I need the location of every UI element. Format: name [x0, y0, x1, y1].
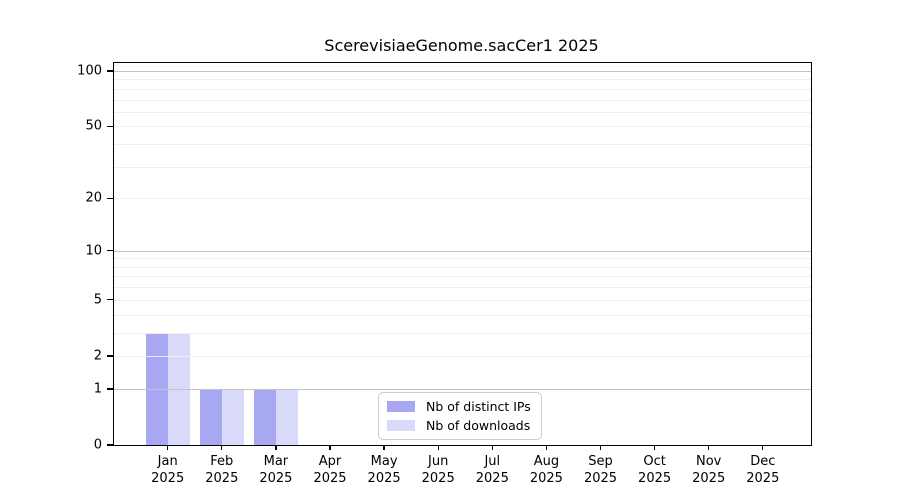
- legend-item-distinct-ips: Nb of distinct IPs: [387, 399, 531, 414]
- x-tick-label: Feb 2025: [187, 454, 257, 487]
- x-tick-label: Mar 2025: [241, 454, 311, 487]
- x-tick-year: 2025: [746, 470, 780, 486]
- y-tick: [106, 70, 113, 72]
- gridline-minor: [114, 287, 811, 289]
- y-tick-label: 5: [93, 292, 102, 308]
- x-tick-year: 2025: [313, 470, 347, 486]
- legend-swatch-downloads-icon: [387, 420, 415, 431]
- y-tick-label: 2: [93, 348, 102, 364]
- y-tick: [106, 388, 113, 390]
- y-tick-label: 20: [85, 190, 102, 206]
- gridline-minor: [114, 144, 811, 146]
- x-tick-label: Apr 2025: [295, 454, 365, 487]
- bar-downloads-feb: [221, 388, 244, 445]
- x-tick-year: 2025: [692, 470, 726, 486]
- x-tick: [329, 445, 331, 450]
- x-tick-label: Jan 2025: [133, 454, 203, 487]
- y-tick: [106, 125, 113, 128]
- gridline-minor: [114, 166, 811, 168]
- gridline-minor: [114, 111, 811, 113]
- bar-downloads-jan: [167, 332, 190, 445]
- x-tick-label: Oct 2025: [620, 454, 690, 487]
- gridline-minor: [114, 355, 811, 357]
- x-tick-month: Aug: [533, 454, 560, 469]
- gridline-minor: [114, 258, 811, 260]
- x-tick-year: 2025: [205, 470, 239, 486]
- legend: Nb of distinct IPs Nb of downloads: [378, 392, 542, 440]
- x-tick: [167, 445, 169, 450]
- x-tick-month: Mar: [263, 454, 289, 469]
- y-tick: [106, 197, 113, 199]
- chart-title: ScerevisiaeGenome.sacCer1 2025: [324, 36, 599, 55]
- x-tick-label: Jun 2025: [403, 454, 473, 487]
- gridline-minor: [114, 88, 811, 90]
- gridline-minor: [114, 126, 811, 128]
- x-tick-month: Feb: [210, 454, 234, 469]
- x-tick-month: Jun: [428, 454, 449, 469]
- legend-item-downloads: Nb of downloads: [387, 418, 531, 433]
- legend-label-distinct-ips: Nb of distinct IPs: [426, 399, 531, 414]
- x-tick-month: Jan: [157, 454, 178, 469]
- gridline-minor: [114, 266, 811, 268]
- x-tick-label: Jul 2025: [457, 454, 527, 487]
- x-tick: [221, 445, 223, 450]
- x-tick-month: May: [370, 454, 398, 469]
- x-tick-label: Dec 2025: [728, 454, 798, 487]
- plot-area: Dec 2025 Nov 2025 Oct 2025 Sep 2025 Aug 2025 Jul 20…: [77, 62, 812, 486]
- x-tick-label: Sep 2025: [566, 454, 636, 487]
- y-tick-label: 50: [85, 118, 102, 134]
- x-tick-month: Apr: [318, 454, 342, 469]
- gridline-major: [114, 71, 811, 72]
- x-tick: [275, 445, 277, 450]
- x-tick-year: 2025: [421, 470, 455, 486]
- y-tick: [106, 249, 113, 252]
- gridline-minor: [114, 99, 811, 101]
- legend-swatch-distinct-ips-icon: [387, 401, 415, 412]
- y-tick: [106, 355, 113, 357]
- x-tick-month: Nov: [696, 454, 722, 469]
- x-tick-month: Sep: [588, 454, 613, 469]
- x-tick-month: Jul: [484, 454, 501, 469]
- gridline-minor: [114, 276, 811, 278]
- gridline-minor: [114, 332, 811, 334]
- x-tick: [762, 445, 764, 450]
- x-tick: [545, 445, 548, 450]
- x-tick: [599, 445, 602, 450]
- gridline-minor: [114, 314, 811, 316]
- bar-downloads-mar: [275, 388, 298, 445]
- y-tick: [106, 299, 113, 301]
- gridline-minor: [114, 198, 811, 200]
- gridline-minor: [114, 299, 811, 301]
- x-tick-label: Aug 2025: [511, 454, 581, 487]
- x-tick-year: 2025: [367, 470, 401, 486]
- x-tick: [708, 445, 710, 450]
- x-tick: [383, 445, 385, 450]
- x-tick-month: Dec: [750, 454, 776, 469]
- x-tick: [653, 445, 656, 450]
- gridline-major: [114, 388, 811, 390]
- x-tick-year: 2025: [475, 470, 509, 486]
- x-tick-month: Oct: [643, 454, 666, 469]
- y-tick-label: 0: [93, 437, 102, 453]
- x-tick-label: Nov 2025: [674, 454, 744, 487]
- y-tick: [106, 444, 113, 446]
- x-tick: [491, 445, 493, 450]
- bar-distinct-ips-feb: [199, 388, 222, 445]
- x-tick-year: 2025: [151, 470, 185, 486]
- legend-label-downloads: Nb of downloads: [426, 418, 531, 433]
- bar-distinct-ips-jan: [145, 332, 168, 445]
- y-tick-label: 10: [85, 243, 102, 259]
- x-tick-year: 2025: [638, 470, 672, 486]
- x-tick-year: 2025: [259, 470, 293, 486]
- y-tick-label: 1: [93, 381, 102, 397]
- x-tick-year: 2025: [583, 470, 618, 486]
- x-tick: [437, 445, 439, 450]
- gridline-major: [114, 250, 811, 252]
- y-tick-label: 100: [77, 63, 102, 79]
- bar-distinct-ips-mar: [253, 388, 276, 445]
- x-tick-label: May 2025: [349, 454, 419, 487]
- gridline-minor: [114, 79, 811, 81]
- x-tick-year: 2025: [529, 470, 563, 486]
